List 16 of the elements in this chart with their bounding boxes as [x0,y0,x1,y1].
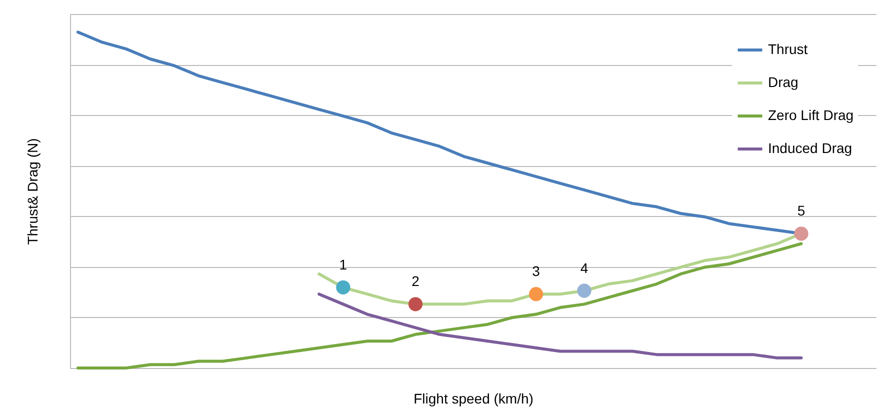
legend-label: Thrust [768,41,808,57]
legend-label: Drag [768,74,798,90]
legend-label: Zero Lift Drag [768,107,854,123]
annotation: 2 [412,273,420,290]
legend-label: Induced Drag [768,140,852,156]
point [528,287,544,302]
point [577,284,592,298]
x-axis-title: Flight speed (km/h) [414,390,534,406]
point [336,280,350,294]
point [794,226,808,241]
annotation: 1 [339,256,348,272]
y-axis-title: Thrust& Drag (N) [24,138,40,245]
annotation: 4 [580,260,588,276]
annotation: 3 [532,263,540,280]
annotation: 5 [797,202,806,219]
point [408,297,423,312]
